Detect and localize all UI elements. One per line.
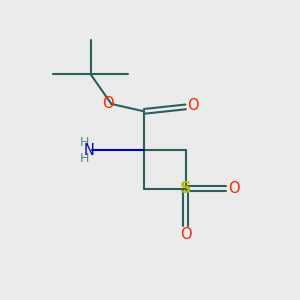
Text: N: N: [84, 142, 94, 158]
Text: O: O: [187, 98, 199, 113]
Text: S: S: [180, 181, 191, 196]
Text: O: O: [228, 181, 240, 196]
Text: O: O: [180, 226, 191, 242]
Text: H: H: [80, 136, 89, 149]
Text: H: H: [80, 152, 89, 165]
Text: O: O: [102, 96, 114, 111]
